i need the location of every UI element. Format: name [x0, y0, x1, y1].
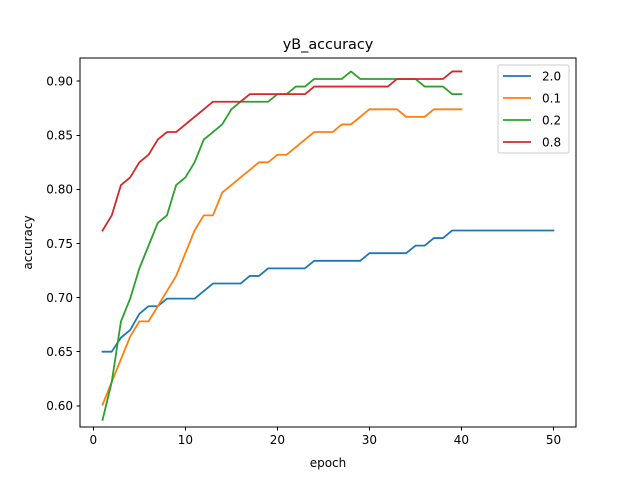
x-tick-label: 20: [270, 433, 285, 447]
y-tick-label: 0.70: [46, 291, 73, 305]
y-axis-title: accuracy: [21, 215, 35, 269]
y-tick-label: 0.60: [46, 399, 73, 413]
y-tick-label: 0.65: [46, 345, 73, 359]
x-tick-label: 30: [362, 433, 377, 447]
y-tick-label: 0.75: [46, 237, 73, 251]
x-tick-label: 10: [178, 433, 193, 447]
x-axis: 0 10 20 30 40 50: [90, 427, 561, 447]
y-tick-label: 0.80: [46, 183, 73, 197]
series-line-0.8: [101, 70, 463, 232]
plot-frame: [79, 57, 577, 428]
series-layer: [101, 70, 555, 421]
x-tick-label: 50: [546, 433, 561, 447]
series-line-0.1: [101, 108, 463, 406]
series-line-0.2: [101, 70, 463, 421]
series-line-2.0: [101, 229, 555, 353]
legend-label: 0.2: [542, 113, 561, 127]
x-axis-title: epoch: [310, 456, 347, 470]
legend-box: [497, 64, 570, 154]
legend-label: 0.8: [542, 135, 561, 149]
x-tick-label: 0: [90, 433, 98, 447]
y-tick-label: 0.85: [46, 129, 73, 143]
y-tick-label: 0.90: [46, 74, 73, 88]
legend-label: 2.0: [542, 69, 561, 83]
legend-label: 0.1: [542, 91, 561, 105]
chart-title: yB_accuracy: [283, 37, 374, 53]
legend: 2.0 0.1 0.2 0.8: [497, 64, 570, 154]
x-tick-label: 40: [454, 433, 469, 447]
y-axis: 0.60 0.65 0.70 0.75 0.80 0.85 0.90: [46, 74, 80, 413]
